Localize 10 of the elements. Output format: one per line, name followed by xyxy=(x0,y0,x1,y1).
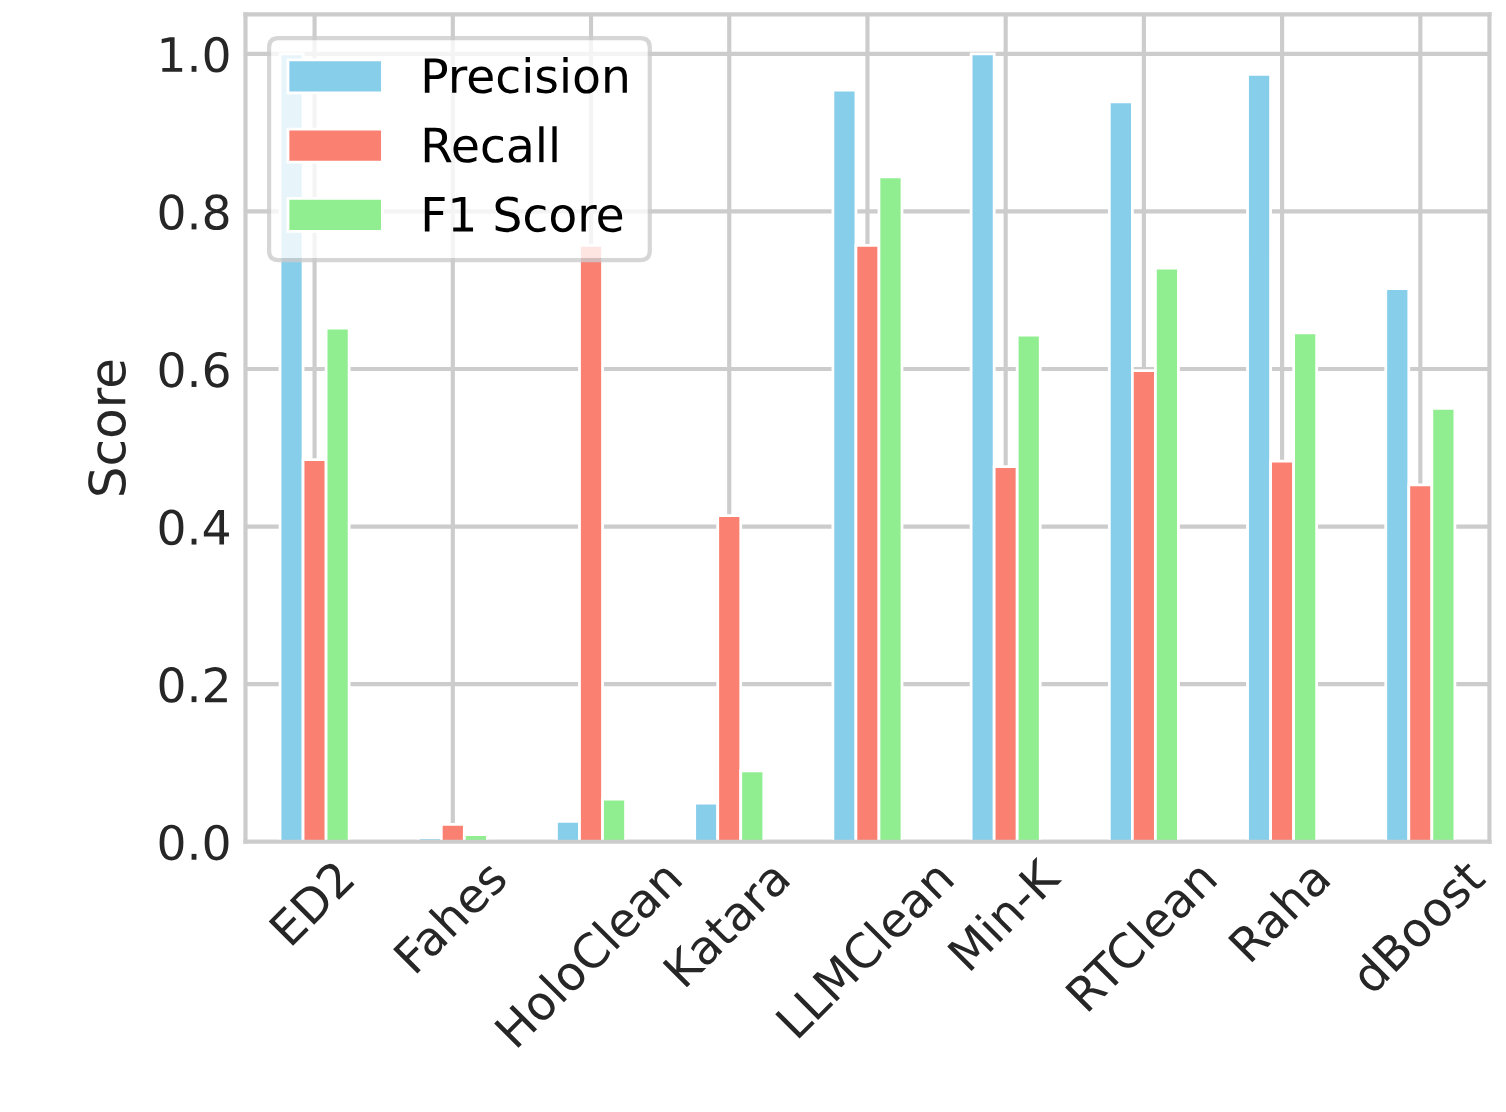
legend-label: F1 Score xyxy=(424,196,623,233)
y-tick-label: 0.8 xyxy=(159,194,229,231)
legend-label: Recall xyxy=(424,126,557,163)
y-axis-title: Score xyxy=(88,360,126,495)
y-tick-label: 0.0 xyxy=(159,824,229,861)
y-tick-label: 1.0 xyxy=(161,36,229,73)
legend-label: Precision xyxy=(424,56,627,94)
y-tick-label: 0.4 xyxy=(159,509,229,546)
y-tick-label: 0.2 xyxy=(159,667,227,703)
y-tick-label: 0.6 xyxy=(159,351,229,388)
